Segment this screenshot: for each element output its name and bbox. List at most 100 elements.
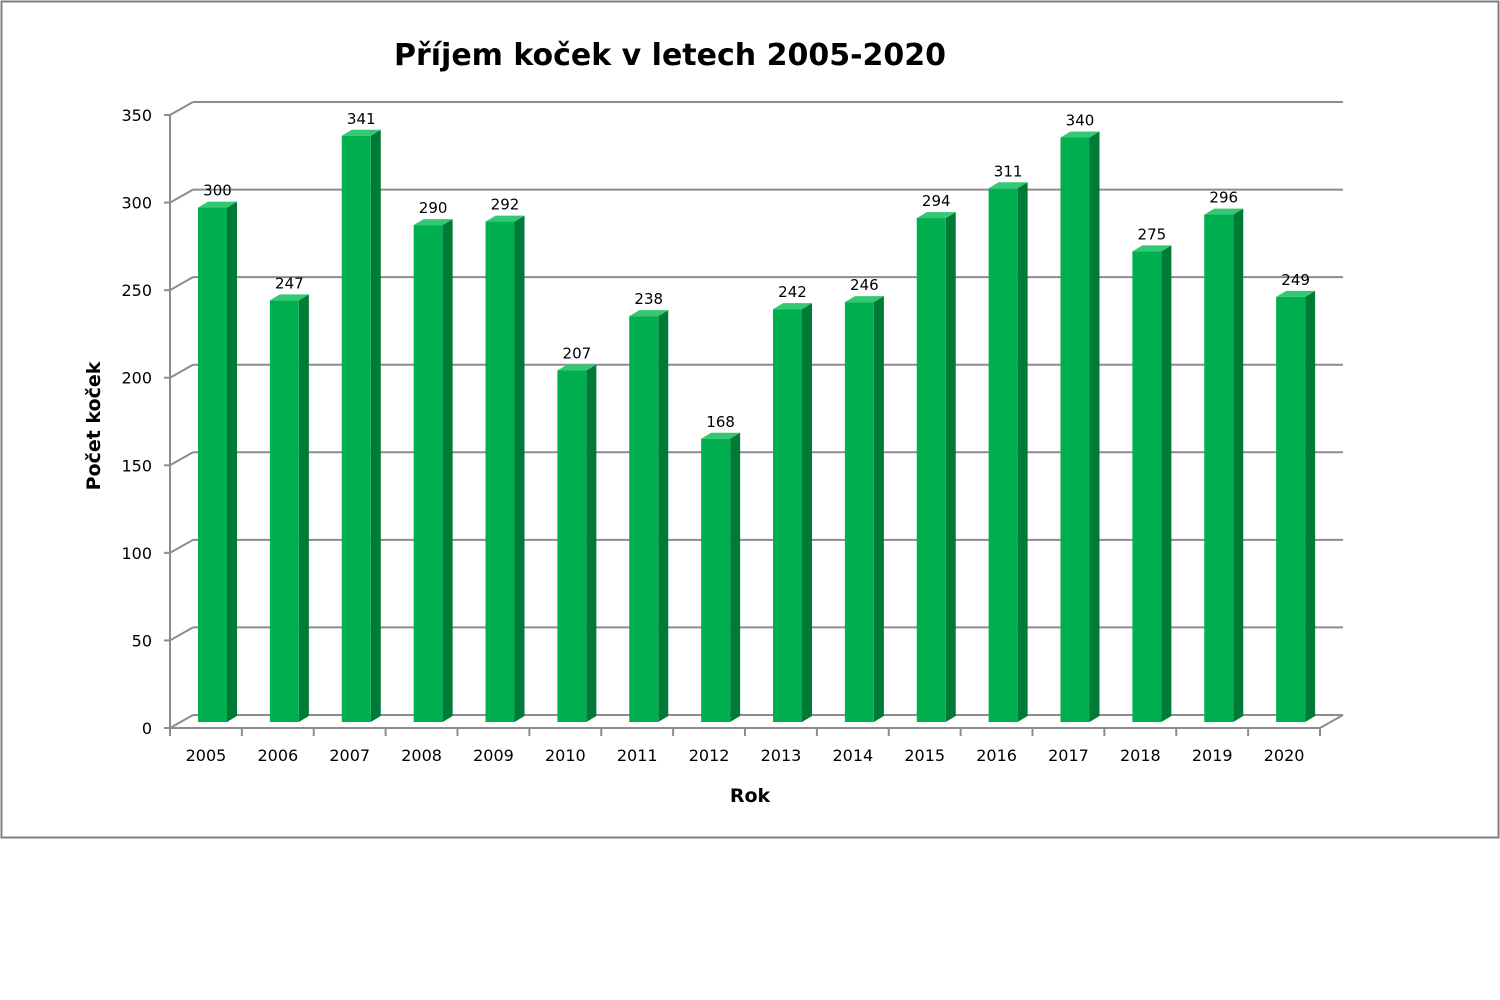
bar (1132, 251, 1162, 722)
chart-border (0, 0, 1500, 839)
data-label: 341 (347, 110, 376, 128)
data-label: 340 (1066, 112, 1095, 130)
chart-title: Příjem koček v letech 2005-2020 (394, 38, 946, 73)
x-tick-label: 2015 (904, 746, 945, 765)
x-tick-label: 2010 (545, 746, 586, 765)
bar-side (945, 212, 956, 722)
bar-side (370, 129, 381, 722)
data-label: 207 (563, 344, 592, 362)
bar-side (658, 310, 669, 722)
y-tick-label: 50 (132, 631, 152, 650)
y-tick-label: 350 (121, 106, 152, 125)
gridline-diagonal (169, 538, 194, 554)
bar (773, 309, 802, 722)
bar-side (1233, 208, 1244, 722)
bar (1060, 137, 1090, 722)
y-tick-label: 200 (121, 369, 152, 388)
bar-side (298, 294, 309, 722)
bar (629, 316, 659, 722)
floor-right-edge (1319, 714, 1344, 729)
bar-top (988, 182, 1028, 189)
x-tick-label: 2005 (186, 746, 227, 765)
x-axis-title: Rok (730, 785, 771, 807)
gridline-diagonal (169, 714, 194, 729)
y-tick-label: 300 (121, 194, 152, 213)
bar-top (341, 129, 381, 136)
data-labels: 300 247 341 290 292 207 238 168 242 246 294 311 340 2… (203, 110, 1310, 431)
bar-side (1017, 182, 1028, 722)
x-tick-label: 2007 (329, 746, 370, 765)
bar-side (1305, 290, 1316, 722)
gridline-diagonal (169, 276, 194, 292)
bar-top (485, 215, 525, 222)
y-tick-label: 250 (121, 281, 152, 300)
bar (916, 218, 946, 722)
bar (485, 221, 515, 722)
bar-top (916, 212, 956, 219)
x-tick-label: 2018 (1120, 746, 1161, 765)
bar-side (227, 201, 237, 723)
x-tick-label: 2019 (1192, 746, 1233, 765)
gridline-diagonal (169, 626, 194, 642)
gridline-diagonal (169, 451, 194, 467)
bar-side (1161, 245, 1172, 722)
bar-top (773, 303, 812, 310)
y-tick-label: 150 (121, 456, 152, 475)
x-tick-label: 2020 (1264, 746, 1305, 765)
bar-side (514, 215, 525, 722)
x-tick-label: 2006 (257, 746, 298, 765)
bar-side (730, 432, 741, 722)
bar-top (701, 432, 741, 439)
data-label: 168 (706, 413, 735, 431)
bar-top (1132, 245, 1172, 252)
gridline-diagonal (169, 363, 194, 379)
data-label: 311 (994, 162, 1023, 180)
bar-side (442, 219, 453, 723)
x-tick-label: 2011 (617, 746, 658, 765)
data-label: 247 (275, 274, 304, 292)
bar-side (1089, 131, 1100, 722)
data-label: 296 (1209, 189, 1238, 207)
x-tick-label: 2008 (401, 746, 442, 765)
bar (988, 188, 1018, 722)
data-label: 238 (634, 290, 663, 308)
bar (844, 302, 874, 722)
bar-side (802, 303, 812, 722)
bar (1276, 296, 1306, 722)
tick-labels: 0 50 100 150 200 250 300 350 2005 2006 2007 2008 200… (121, 106, 1304, 765)
bar (557, 370, 587, 722)
bar (269, 300, 299, 722)
data-label: 246 (850, 276, 879, 294)
bar-top (198, 201, 237, 208)
x-tick-label: 2014 (832, 746, 873, 765)
bar (1204, 214, 1234, 722)
bar-top (629, 310, 669, 317)
bar (198, 207, 227, 723)
bar-side (586, 364, 597, 722)
x-tick-label: 2009 (473, 746, 514, 765)
data-label: 242 (778, 283, 807, 301)
y-axis-title: Počet koček (83, 361, 105, 490)
bar-top (269, 294, 309, 301)
data-label: 275 (1138, 225, 1167, 243)
gridline-diagonal (169, 188, 194, 204)
bar-top (1204, 208, 1244, 215)
gridline-diagonal (169, 101, 194, 116)
data-label: 294 (922, 192, 951, 210)
bar (341, 135, 371, 722)
bar-top (1060, 131, 1100, 138)
x-tick-label: 2012 (689, 746, 730, 765)
bars (198, 129, 1316, 723)
x-tick-label: 2013 (761, 746, 802, 765)
bar-top (1276, 290, 1316, 297)
y-tick-label: 100 (121, 544, 152, 563)
x-tick-label: 2016 (976, 746, 1017, 765)
data-label: 249 (1281, 271, 1310, 289)
bar (701, 438, 731, 722)
bar-side (873, 296, 884, 722)
data-label: 300 (203, 182, 232, 200)
x-tick-label: 2017 (1048, 746, 1089, 765)
bar (413, 225, 443, 723)
